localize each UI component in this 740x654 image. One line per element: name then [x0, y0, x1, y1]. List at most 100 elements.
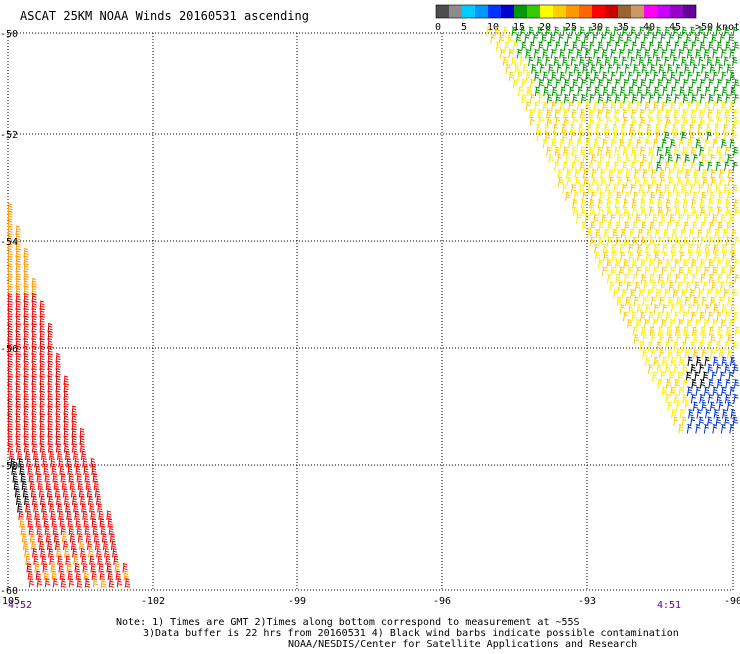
- wind-barb: [634, 281, 641, 292]
- wind-barb: [696, 244, 702, 254]
- wind-barb: [60, 525, 66, 536]
- wind-barb: [71, 405, 77, 416]
- wind-barb: [508, 71, 515, 82]
- wind-barb: [39, 323, 45, 333]
- wind-barb: [101, 533, 108, 543]
- wind-barb: [91, 465, 97, 476]
- wind-barb: [78, 488, 85, 498]
- wind-barb: [34, 510, 40, 521]
- wind-barb: [596, 109, 602, 119]
- wind-barb: [15, 435, 21, 446]
- wind-barb: [48, 548, 54, 558]
- wind-barb: [665, 379, 672, 389]
- wind-barb: [715, 364, 722, 374]
- wind-barb: [74, 510, 80, 521]
- wind-barb: [29, 480, 35, 491]
- colorbar-tick-label: 20: [539, 22, 551, 33]
- wind-barb: [670, 356, 676, 367]
- wind-barb: [705, 124, 712, 134]
- wind-barb: [733, 94, 739, 104]
- wind-barb: [618, 266, 625, 277]
- wind-barb: [681, 341, 687, 352]
- wind-barb: [665, 94, 672, 104]
- time-label-left: 4:52: [8, 600, 32, 611]
- wind-barb: [75, 518, 81, 528]
- wind-barb: [715, 184, 721, 194]
- wind-barb: [36, 473, 42, 483]
- wind-barb: [699, 394, 705, 404]
- wind-barb: [49, 450, 55, 461]
- wind-barb: [529, 94, 535, 104]
- wind-barb: [553, 56, 560, 67]
- wind-barb: [671, 409, 677, 419]
- wind-barb: [91, 518, 97, 528]
- wind-barb: [15, 338, 21, 348]
- wind-barb: [86, 540, 93, 551]
- wind-barb: [67, 518, 73, 528]
- wind-barb: [586, 229, 593, 239]
- wind-barb: [704, 101, 710, 112]
- wind-barb: [683, 326, 689, 337]
- wind-barb: [665, 116, 672, 127]
- wind-barb: [716, 79, 722, 89]
- wind-barb: [108, 578, 115, 588]
- wind-barb: [71, 413, 77, 423]
- wind-barb: [596, 56, 602, 67]
- wind-barb: [27, 518, 33, 528]
- wind-barb: [673, 146, 679, 157]
- wind-barb: [643, 319, 650, 329]
- wind-barb: [661, 356, 668, 367]
- wind-barb: [611, 251, 618, 262]
- wind-barb: [647, 364, 654, 374]
- wind-barb: [590, 64, 597, 74]
- wind-barb: [604, 26, 611, 37]
- wind-barb: [517, 86, 523, 97]
- wind-barb: [617, 281, 623, 292]
- wind-barb: [84, 473, 91, 483]
- wind-barb: [649, 206, 655, 217]
- wind-barb: [563, 146, 569, 157]
- wind-barb: [639, 109, 645, 119]
- colorbar-segment: [566, 5, 579, 18]
- wind-barb: [91, 570, 98, 581]
- wind-barb: [652, 49, 659, 59]
- wind-barb: [39, 420, 45, 431]
- wind-barb: [704, 244, 711, 254]
- wind-barb: [682, 199, 689, 209]
- wind-barb: [578, 124, 584, 134]
- wind-barb: [55, 390, 61, 401]
- wind-barb: [70, 540, 77, 551]
- wind-barb: [671, 251, 677, 262]
- wind-barb: [718, 191, 724, 202]
- wind-barb: [638, 131, 644, 142]
- wind-barb: [641, 221, 647, 232]
- wind-barb: [7, 375, 13, 386]
- wind-barb: [678, 139, 684, 149]
- wind-barb: [597, 259, 603, 269]
- wind-barb: [664, 161, 671, 172]
- wind-barb: [590, 154, 597, 164]
- wind-barb: [98, 563, 104, 573]
- wind-barb: [681, 109, 688, 119]
- wind-barb: [57, 503, 63, 513]
- wind-barb: [61, 480, 68, 491]
- wind-barb: [698, 184, 704, 194]
- wind-barb: [10, 458, 16, 468]
- wind-barb: [635, 266, 641, 277]
- wind-barb: [580, 94, 587, 104]
- wind-barb: [733, 116, 740, 127]
- wind-barb: [659, 169, 665, 179]
- wind-barb: [683, 274, 689, 284]
- wind-barb: [578, 131, 585, 142]
- wind-barb: [716, 116, 722, 127]
- wind-barb: [674, 199, 680, 209]
- wind-barb: [708, 116, 714, 127]
- wind-barb: [701, 401, 707, 412]
- wind-barb: [14, 488, 21, 498]
- wind-barb: [685, 371, 692, 382]
- wind-barb: [627, 266, 633, 277]
- wind-barb: [616, 169, 622, 179]
- wind-barb: [562, 56, 568, 67]
- wind-barb: [675, 401, 681, 412]
- wind-barb: [47, 405, 53, 416]
